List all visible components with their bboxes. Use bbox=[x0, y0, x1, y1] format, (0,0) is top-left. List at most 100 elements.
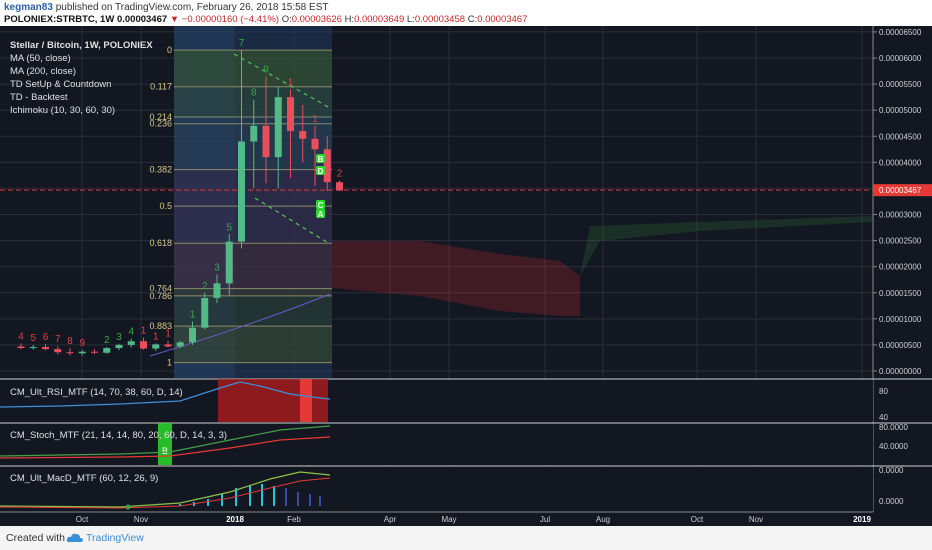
fib-band bbox=[174, 86, 332, 117]
stoch-d-line bbox=[0, 436, 331, 459]
stoch-indicator-label[interactable]: CM_Stoch_MTF (21, 14, 14, 80, 20, 60, D,… bbox=[10, 430, 228, 441]
fib-label: 0.786 bbox=[149, 291, 172, 301]
signal-badge-label: D bbox=[318, 167, 324, 176]
fib-label: 0.382 bbox=[149, 165, 172, 175]
legend-item[interactable]: MA (200, close) bbox=[10, 66, 76, 77]
rsi-indicator-label[interactable]: CM_Ult_RSI_MTF (14, 70, 38, 60, D, 14) bbox=[10, 387, 183, 398]
legend-item[interactable]: TD - Backtest bbox=[10, 92, 68, 103]
candle-body bbox=[164, 344, 172, 347]
stoch-pane bbox=[0, 423, 873, 465]
signal-badge bbox=[316, 209, 325, 218]
rsi-line bbox=[0, 381, 331, 408]
signal-badge-label: B bbox=[318, 155, 324, 164]
price-axis: 0.00006500 0.00006000 0.00005500 0.00005000… bbox=[872, 26, 932, 526]
trend-lines bbox=[0, 53, 873, 245]
signal-badge bbox=[316, 154, 325, 163]
fib-label: 0.236 bbox=[149, 119, 172, 129]
chart-header: kegman83 published on TradingView.com, F… bbox=[0, 0, 932, 26]
price-tick-label: 0.00002500 bbox=[879, 237, 922, 246]
signal-badge bbox=[316, 166, 325, 175]
candle-body bbox=[115, 344, 123, 349]
signal-badge bbox=[316, 200, 325, 209]
candle-body bbox=[201, 297, 209, 328]
candle-body bbox=[323, 149, 331, 183]
rsi-signal-bar bbox=[300, 379, 312, 422]
candle-body bbox=[299, 131, 307, 139]
td-number: 4 bbox=[128, 327, 134, 338]
fib-label: 0.117 bbox=[150, 82, 172, 92]
candlesticks bbox=[17, 50, 343, 356]
candle-body bbox=[152, 344, 160, 349]
macd-line bbox=[0, 471, 331, 508]
fib-band bbox=[174, 326, 332, 363]
td-number: 5 bbox=[226, 222, 232, 233]
td-number: 2 bbox=[337, 169, 343, 180]
author-link[interactable]: kegman83 bbox=[4, 2, 53, 13]
macd-indicator-label[interactable]: CM_Ult_MacD_MTF (60, 12, 26, 9) bbox=[10, 473, 159, 484]
time-tick-label: Nov bbox=[134, 515, 148, 524]
fib-band bbox=[174, 50, 332, 87]
legend-item[interactable]: TD SetUp & Countdown bbox=[10, 79, 112, 90]
candle-body bbox=[225, 241, 233, 284]
fib-band bbox=[174, 169, 332, 207]
open-value: 0.00003626 bbox=[291, 14, 342, 25]
price-axis-bg bbox=[873, 26, 932, 526]
time-tick-label: Oct bbox=[691, 515, 704, 524]
legend-item[interactable]: MA (50, close) bbox=[10, 53, 71, 64]
td-number: 1 bbox=[141, 326, 147, 337]
time-tick-label: Apr bbox=[384, 515, 397, 524]
change-value: −0.00000160 (−4.41%) bbox=[181, 14, 280, 25]
fib-band bbox=[174, 288, 332, 296]
candle-body bbox=[103, 348, 111, 353]
candle-body bbox=[274, 97, 282, 158]
candle-body bbox=[127, 341, 135, 345]
fib-label: 0 bbox=[167, 45, 172, 55]
cloud-green bbox=[580, 216, 873, 276]
td-number: 1 bbox=[288, 77, 294, 88]
fib-band bbox=[174, 295, 332, 327]
current-price-tag-label: 0.00003467 bbox=[879, 186, 922, 195]
publish-text: published on TradingView.com, February 2… bbox=[55, 2, 329, 13]
cloud-red bbox=[332, 241, 580, 316]
candle-body bbox=[250, 125, 258, 142]
candle-body bbox=[91, 351, 98, 353]
macd-axis-label: 0.0000 bbox=[879, 466, 904, 475]
legend-item[interactable]: Ichimoku (10, 30, 60, 30) bbox=[10, 105, 116, 116]
close-value: 0.00003467 bbox=[477, 14, 528, 25]
candle-body bbox=[189, 327, 196, 343]
low-label: L: bbox=[406, 14, 415, 25]
td-number: 9 bbox=[263, 64, 269, 75]
price-tick-label: 0.00005500 bbox=[879, 80, 922, 89]
price-tick-label: 0.00004500 bbox=[879, 132, 922, 141]
time-tick-label: 2019 bbox=[853, 515, 871, 524]
td-number: 5 bbox=[30, 333, 36, 344]
legend-title: Stellar / Bitcoin, 1W, POLONIEX bbox=[10, 40, 153, 51]
td-number: 4 bbox=[18, 331, 24, 342]
macd-pane bbox=[0, 466, 873, 511]
candle-body bbox=[54, 349, 62, 353]
fib-band bbox=[174, 116, 332, 124]
rsi-pane bbox=[0, 379, 873, 422]
price-tick-label: 0.00006000 bbox=[879, 54, 922, 63]
close-label: C: bbox=[467, 14, 478, 25]
stoch-signal-zone bbox=[158, 423, 172, 465]
time-tick-label: Nov bbox=[749, 515, 763, 524]
down-arrow-icon: ▼ bbox=[169, 14, 180, 25]
price-tick-label: 0.00000500 bbox=[879, 341, 922, 350]
time-tick-label: Jul bbox=[540, 515, 550, 524]
candle-body bbox=[176, 342, 184, 347]
fib-label: 0.618 bbox=[149, 238, 172, 248]
candle-body bbox=[311, 138, 319, 150]
stoch-signal-label: B bbox=[162, 446, 168, 456]
macd-axis-label: 0.0000 bbox=[879, 497, 904, 506]
candle-body bbox=[17, 346, 25, 349]
ma-line bbox=[149, 293, 331, 357]
td-number: 1 bbox=[312, 114, 318, 125]
fib-label: 0.883 bbox=[149, 321, 172, 331]
candle-body bbox=[262, 125, 270, 158]
tradingview-brand[interactable]: TradingView bbox=[86, 532, 144, 544]
fib-label: 0.5 bbox=[159, 201, 172, 211]
candle-body bbox=[238, 141, 245, 242]
